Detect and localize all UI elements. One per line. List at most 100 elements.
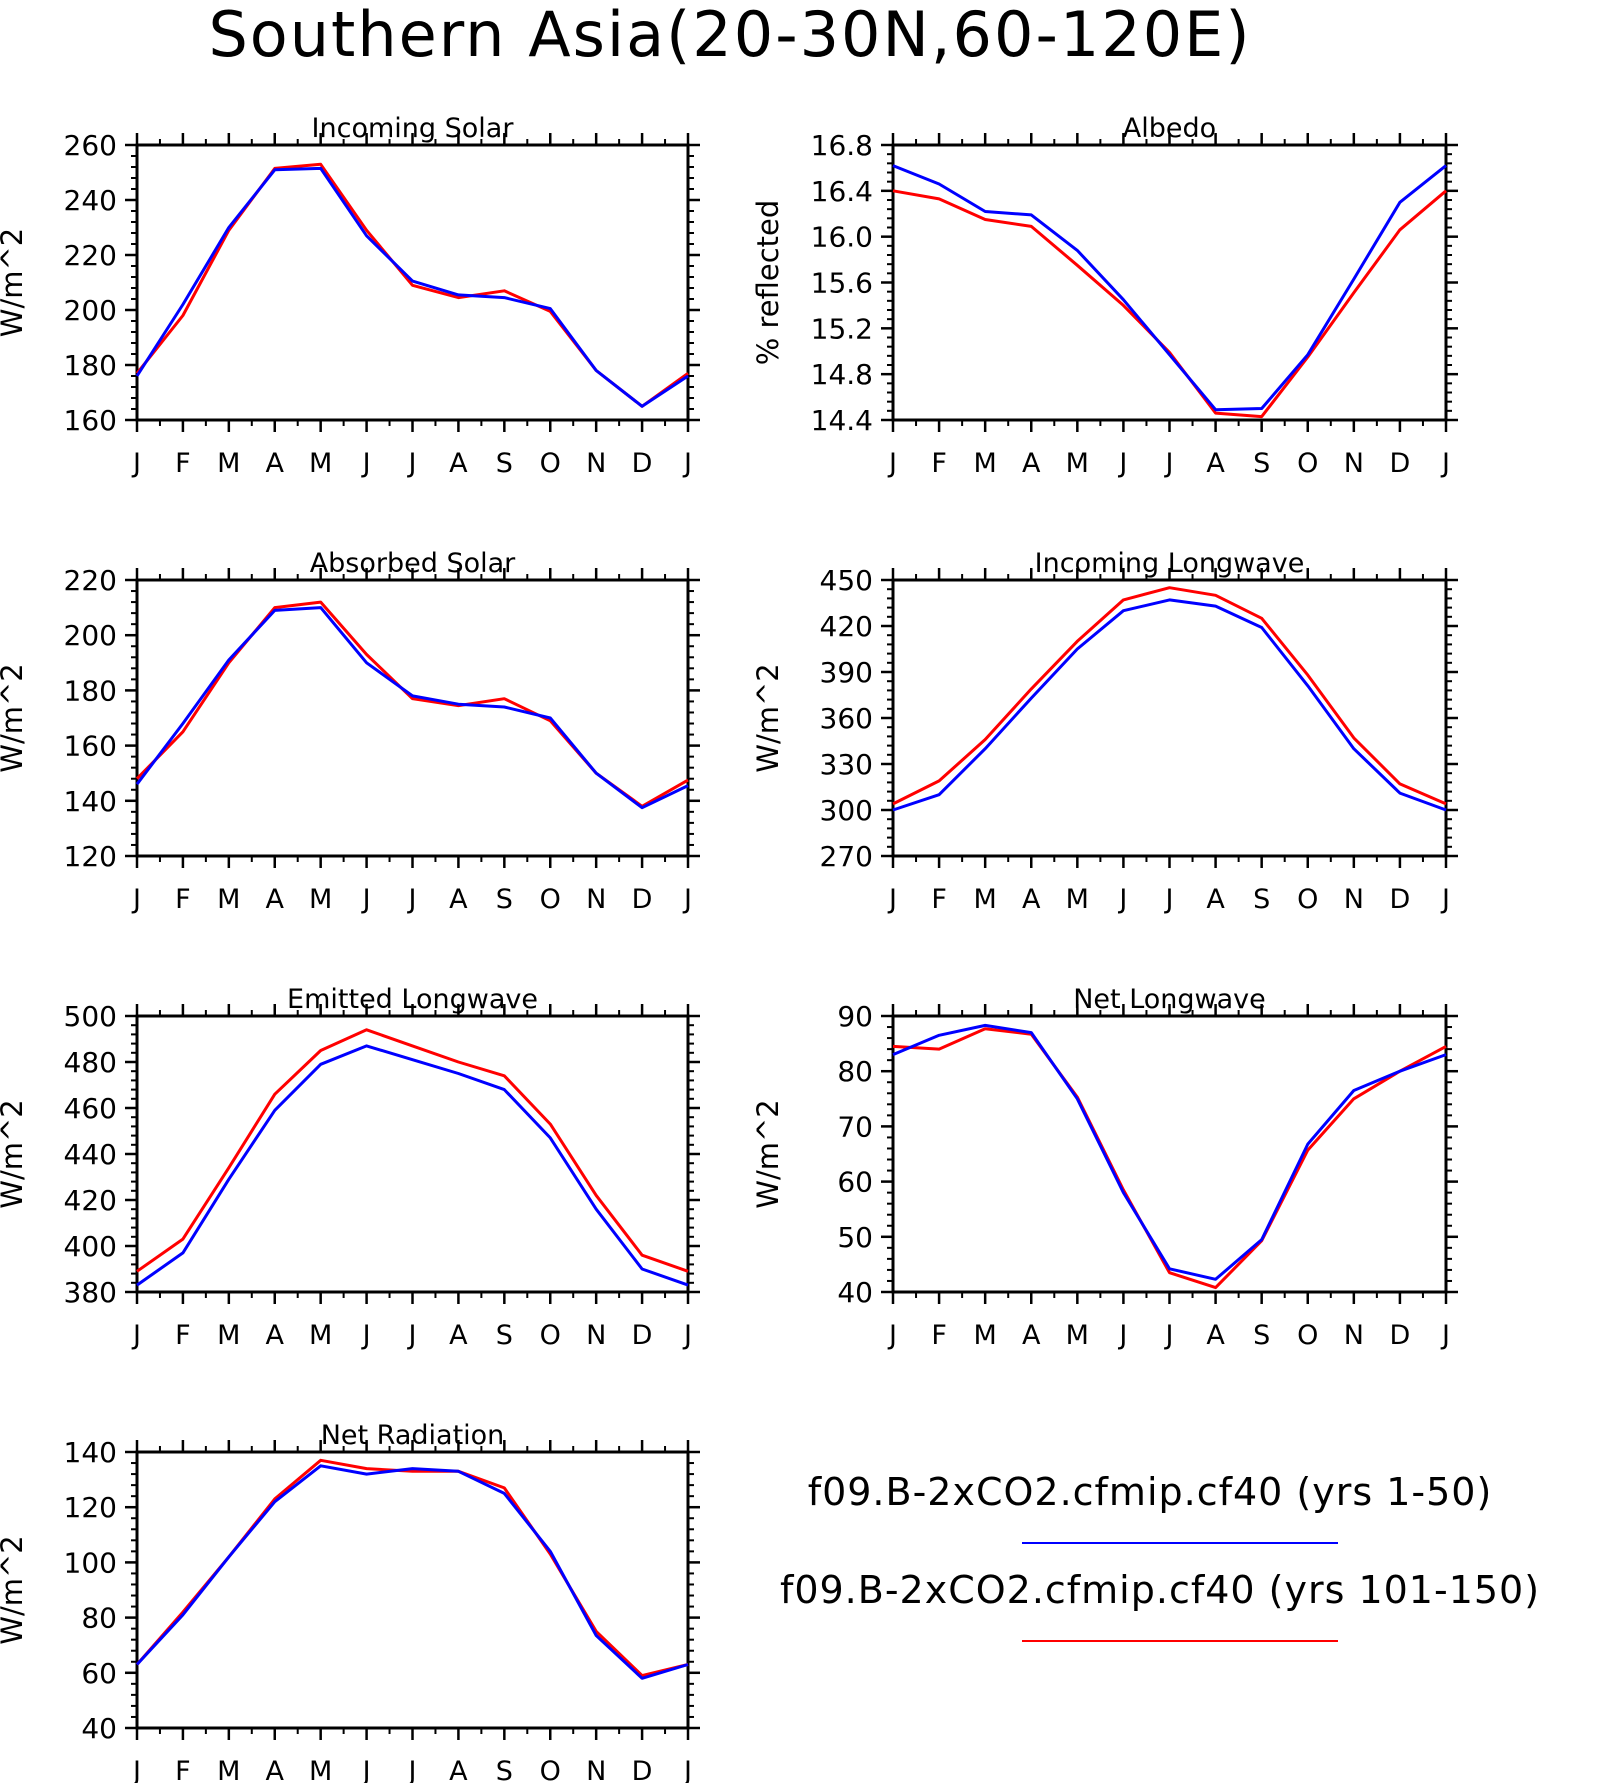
y-axis-label: W/m^2: [0, 663, 29, 772]
x-tick-label: N: [1344, 1320, 1364, 1351]
x-tick-label: J: [887, 1320, 897, 1351]
y-tick-label: 390: [820, 656, 873, 689]
x-tick-label: S: [496, 1756, 513, 1783]
y-tick-label: 360: [820, 702, 873, 735]
y-axis-label: W/m^2: [0, 1535, 29, 1644]
y-tick-label: 50: [837, 1221, 873, 1254]
y-tick-label: 300: [820, 794, 873, 827]
series-line-2: [135, 162, 689, 408]
plot-frame: [135, 1450, 690, 1730]
x-tick-label: J: [887, 884, 897, 915]
plot-frame: [891, 1014, 1448, 1294]
x-tick-label: J: [361, 1756, 371, 1783]
x-tick-label: M: [309, 448, 332, 479]
x-tick-label: J: [407, 1756, 417, 1783]
x-tick-label: M: [309, 884, 332, 915]
x-tick-label: D: [1390, 448, 1411, 479]
x-tick-label: J: [887, 448, 897, 479]
x-tick-label: O: [540, 1320, 561, 1351]
x-tick-label: A: [1022, 1320, 1041, 1351]
y-axis-label: W/m^2: [751, 663, 785, 772]
x-tick-label: A: [1206, 448, 1225, 479]
x-tick-label: A: [1022, 448, 1041, 479]
y-tick-label: 15.2: [811, 312, 873, 345]
y-tick-label: 80: [81, 1602, 117, 1635]
x-tick-label: O: [1297, 448, 1318, 479]
x-tick-label: F: [931, 884, 947, 915]
plot-frame: [891, 578, 1448, 858]
x-tick-label: J: [1117, 884, 1127, 915]
x-tick-label: F: [175, 884, 191, 915]
y-tick-label: 160: [64, 404, 117, 437]
x-tick-label: O: [1297, 1320, 1318, 1351]
y-axis-label: % reflected: [751, 200, 785, 366]
y-tick-label: 500: [64, 1000, 117, 1033]
x-tick-label: A: [1022, 884, 1041, 915]
x-tick-label: A: [266, 884, 285, 915]
series-line-2: [136, 1028, 689, 1273]
x-tick-label: S: [1253, 448, 1270, 479]
x-tick-label: S: [496, 448, 513, 479]
y-tick-label: 140: [64, 785, 117, 818]
x-tick-label: M: [1066, 448, 1089, 479]
y-tick-label: 40: [837, 1276, 873, 1309]
y-tick-label: 120: [64, 840, 117, 873]
x-tick-label: M: [309, 1756, 332, 1783]
y-tick-label: 90: [837, 1000, 873, 1033]
x-tick-label: A: [266, 448, 285, 479]
x-tick-label: J: [361, 884, 371, 915]
y-tick-label: 160: [64, 730, 117, 763]
x-tick-label: M: [1066, 884, 1089, 915]
y-tick-label: 15.6: [811, 267, 873, 300]
x-tick-label: A: [266, 1756, 285, 1783]
y-tick-label: 16.0: [811, 221, 873, 254]
y-tick-label: 220: [64, 564, 117, 597]
x-tick-label: J: [131, 1320, 141, 1351]
x-tick-label: J: [1164, 1320, 1174, 1351]
x-tick-label: S: [1253, 1320, 1270, 1351]
x-tick-label: F: [175, 1756, 191, 1783]
series-line-2: [892, 1027, 1447, 1290]
y-tick-label: 380: [64, 1276, 117, 1309]
x-tick-label: J: [1440, 1320, 1450, 1351]
x-tick-label: O: [540, 448, 561, 479]
x-tick-label: M: [217, 448, 240, 479]
y-tick-label: 420: [64, 1184, 117, 1217]
x-tick-label: N: [586, 1756, 606, 1783]
x-tick-label: M: [217, 884, 240, 915]
x-tick-label: S: [496, 884, 513, 915]
x-tick-label: N: [1344, 884, 1364, 915]
x-tick-label: J: [1117, 1320, 1127, 1351]
x-tick-label: J: [361, 1320, 371, 1351]
y-tick-label: 14.8: [811, 358, 873, 391]
y-tick-label: 330: [820, 748, 873, 781]
x-tick-label: N: [586, 448, 606, 479]
y-tick-label: 70: [837, 1110, 873, 1143]
x-tick-label: J: [131, 1756, 141, 1783]
x-tick-label: J: [1440, 448, 1450, 479]
x-tick-label: O: [540, 884, 561, 915]
x-tick-label: A: [449, 1756, 468, 1783]
y-tick-label: 420: [820, 610, 873, 643]
y-tick-label: 100: [64, 1546, 117, 1579]
x-tick-label: M: [309, 1320, 332, 1351]
y-tick-label: 16.4: [811, 175, 873, 208]
x-tick-label: S: [496, 1320, 513, 1351]
x-tick-label: A: [1206, 884, 1225, 915]
x-tick-label: M: [217, 1756, 240, 1783]
y-tick-label: 40: [81, 1712, 117, 1745]
x-tick-label: N: [1344, 448, 1364, 479]
y-tick-label: 120: [64, 1491, 117, 1524]
x-tick-label: J: [1164, 448, 1174, 479]
legend-label-series-1: f09.B-2xCO2.cfmip.cf40 (yrs 1-50): [807, 1470, 1493, 1514]
x-tick-label: F: [175, 1320, 191, 1351]
y-tick-label: 220: [64, 239, 117, 272]
y-tick-label: 14.4: [811, 404, 873, 437]
x-tick-label: D: [632, 1320, 653, 1351]
